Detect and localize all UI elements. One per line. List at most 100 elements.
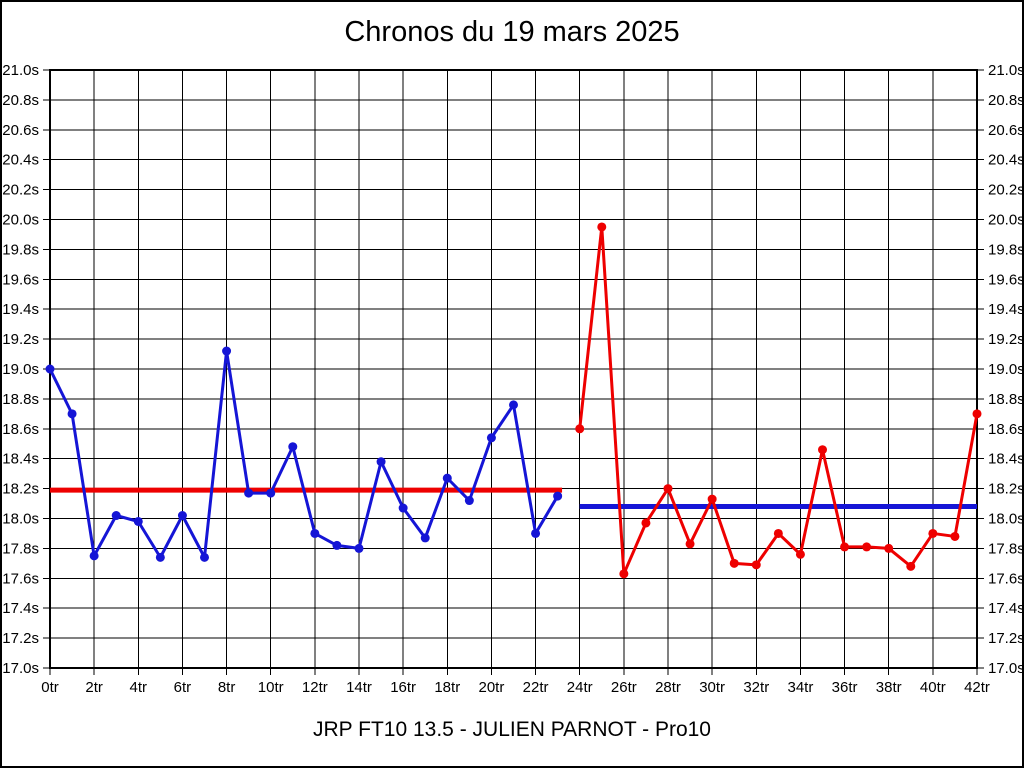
- y-tick-label: 20.4s: [2, 152, 39, 169]
- y-tick-label: 20.6s: [988, 122, 1024, 139]
- chart-annotation: JRP FT10 13.5 - JULIEN PARNOT - Pro10: [313, 718, 711, 741]
- data-point: [928, 528, 938, 538]
- x-tick-label: 30tr: [699, 679, 725, 696]
- data-point: [641, 518, 651, 528]
- data-point: [531, 528, 541, 538]
- data-point: [553, 491, 563, 501]
- data-point: [376, 457, 386, 467]
- y-tick-label: 19.6s: [988, 271, 1024, 288]
- y-tick-label: 17.8s: [2, 540, 39, 557]
- x-tick-label: 20tr: [478, 679, 504, 696]
- data-point: [619, 569, 629, 579]
- y-tick-label: 17.4s: [988, 600, 1024, 617]
- data-point: [200, 552, 209, 562]
- data-point: [45, 364, 55, 374]
- y-tick-label: 21.0s: [988, 62, 1024, 79]
- x-tick-label: 34tr: [787, 679, 813, 696]
- data-point: [840, 542, 850, 552]
- x-tick-label: 12tr: [302, 679, 328, 696]
- y-tick-label: 19.2s: [2, 331, 39, 348]
- y-axis-labels-right: 21.0s 20.8s 20.6s 20.4s 20.2s 20.0s 19.8s 19.6s…: [988, 62, 1024, 677]
- y-tick-label: 18.8s: [988, 391, 1024, 408]
- data-point: [707, 494, 717, 504]
- y-tick-label: 17.0s: [2, 660, 39, 677]
- x-tick-label: 16tr: [390, 679, 416, 696]
- y-tick-label: 20.0s: [988, 212, 1024, 229]
- grid-lines: [49, 69, 978, 669]
- y-tick-label: 19.0s: [2, 361, 39, 378]
- y-tick-label: 17.6s: [2, 570, 39, 587]
- data-point: [133, 516, 143, 526]
- x-tick-label: 38tr: [876, 679, 902, 696]
- y-tick-label: 18.8s: [2, 391, 39, 408]
- x-tick-label: 6tr: [174, 679, 192, 696]
- data-point: [67, 409, 77, 419]
- y-tick-label: 19.0s: [988, 361, 1024, 378]
- x-tick-label: 8tr: [218, 679, 236, 696]
- series-line: [48, 349, 560, 559]
- data-point: [950, 531, 960, 541]
- y-tick-label: 20.8s: [2, 92, 39, 109]
- y-tick-label: 19.6s: [2, 271, 39, 288]
- y-tick-label: 17.2s: [988, 630, 1024, 647]
- data-point: [354, 543, 364, 553]
- x-tick-label: 18tr: [434, 679, 460, 696]
- data-point: [685, 539, 695, 549]
- x-tick-label: 22tr: [523, 679, 549, 696]
- x-tick-label: 4tr: [130, 679, 148, 696]
- y-tick-label: 18.2s: [988, 481, 1024, 498]
- x-tick-label: 14tr: [346, 679, 372, 696]
- data-point: [972, 409, 982, 419]
- series-session-1-blue: [45, 346, 563, 562]
- data-point: [906, 561, 916, 571]
- x-tick-label: 28tr: [655, 679, 681, 696]
- y-tick-label: 18.0s: [988, 511, 1024, 528]
- data-point: [398, 503, 408, 513]
- y-tick-label: 18.6s: [2, 421, 39, 438]
- y-axis-labels-left: 21.0s 20.8s 20.6s 20.4s 20.2s 20.0s 19.8s 19.6s…: [2, 62, 39, 677]
- x-tick-label: 24tr: [567, 679, 593, 696]
- x-tick-label: 0tr: [41, 679, 59, 696]
- data-point: [884, 543, 894, 553]
- data-point: [332, 540, 342, 550]
- data-point: [244, 488, 254, 498]
- data-point: [663, 484, 673, 494]
- data-point: [729, 558, 739, 568]
- x-tick-label: 32tr: [743, 679, 769, 696]
- y-tick-label: 20.2s: [988, 182, 1024, 199]
- data-point: [575, 424, 585, 434]
- y-tick-label: 17.2s: [2, 630, 39, 647]
- y-tick-label: 17.8s: [988, 540, 1024, 557]
- y-tick-label: 19.8s: [988, 241, 1024, 258]
- data-point: [795, 549, 805, 559]
- x-tick-label: 42tr: [964, 679, 990, 696]
- series-session-2-red: [575, 222, 982, 579]
- data-point: [310, 528, 320, 538]
- y-tick-label: 19.4s: [988, 301, 1024, 318]
- y-tick-label: 20.6s: [2, 122, 39, 139]
- data-point: [155, 552, 165, 562]
- y-tick-label: 20.2s: [2, 182, 39, 199]
- y-tick-label: 20.8s: [988, 92, 1024, 109]
- data-point: [773, 528, 783, 538]
- data-point: [464, 496, 474, 506]
- axis-ticks: [43, 69, 984, 675]
- y-tick-label: 17.4s: [2, 600, 39, 617]
- data-point: [288, 442, 298, 452]
- data-point: [862, 542, 872, 552]
- y-tick-label: 19.4s: [2, 301, 39, 318]
- data-point: [420, 533, 430, 543]
- data-point: [751, 560, 761, 570]
- x-tick-label: 40tr: [920, 679, 946, 696]
- y-tick-label: 18.4s: [2, 451, 39, 468]
- x-axis-labels: 0tr 2tr 4tr 6tr 8tr 10tr 12tr 14tr 16tr 18tr 20tr 2…: [41, 679, 990, 696]
- y-tick-label: 18.2s: [2, 481, 39, 498]
- data-point: [509, 400, 518, 410]
- data-point: [177, 511, 187, 521]
- x-tick-label: 2tr: [85, 679, 103, 696]
- x-tick-label: 26tr: [611, 679, 637, 696]
- data-point: [266, 488, 276, 498]
- y-tick-label: 17.0s: [988, 660, 1024, 677]
- data-point: [89, 551, 99, 561]
